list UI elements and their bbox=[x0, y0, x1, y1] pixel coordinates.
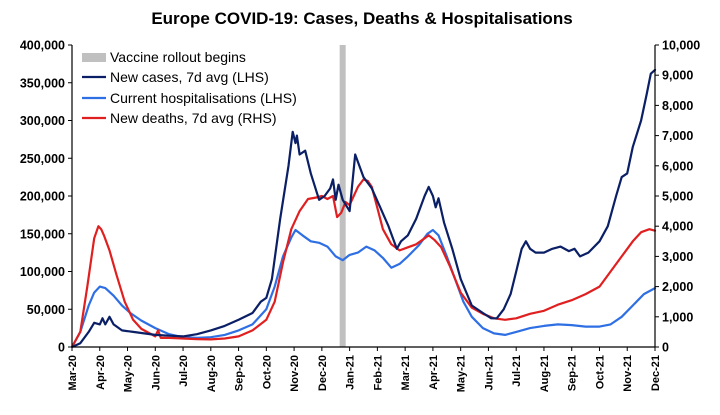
left-axis-tick-label: 400,000 bbox=[20, 39, 65, 53]
right-axis-tick-label: 8,000 bbox=[662, 99, 693, 113]
x-axis-tick-label: Nov-21 bbox=[622, 355, 634, 392]
x-axis-tick-label: Dec-21 bbox=[650, 355, 662, 391]
left-axis-ticks: 0 50,000 100,000 150,000 200,000 250,000 300,0… bbox=[20, 39, 72, 355]
x-axis-tick-label: Aug-20 bbox=[206, 355, 218, 392]
x-axis-tick-label: Jun-21 bbox=[483, 355, 495, 390]
legend-label-hospitalisations: Current hospitalisations (LHS) bbox=[110, 90, 297, 106]
legend-label-deaths: New deaths, 7d avg (RHS) bbox=[110, 110, 277, 126]
left-axis-tick-label: 350,000 bbox=[20, 76, 65, 90]
x-axis-tick-label: Jun-20 bbox=[150, 355, 162, 390]
x-axis-tick-label: Apr-20 bbox=[95, 355, 107, 390]
x-axis-tick-label: Sep-21 bbox=[567, 355, 579, 391]
left-axis-tick-label: 200,000 bbox=[20, 190, 65, 204]
x-axis-tick-label: Apr-21 bbox=[428, 355, 440, 390]
right-axis-tick-label: 5,000 bbox=[662, 190, 693, 204]
series-line-hospitalisations bbox=[70, 228, 657, 349]
left-axis-tick-label: 50,000 bbox=[27, 303, 65, 317]
left-axis-tick-label: 300,000 bbox=[20, 114, 65, 128]
x-axis-tick-label: Jul-20 bbox=[178, 355, 190, 387]
x-axis-tick-label: Aug-21 bbox=[539, 355, 551, 392]
right-axis-tick-label: 3,000 bbox=[662, 250, 693, 264]
x-axis-tick-label: Nov-20 bbox=[289, 355, 301, 392]
x-axis-tick-label: Dec-20 bbox=[317, 355, 329, 391]
legend-swatch-vaccine bbox=[82, 53, 106, 62]
x-axis-tick-label: Sep-20 bbox=[234, 355, 246, 391]
x-axis-tick-label: Jul-21 bbox=[511, 355, 523, 387]
x-axis-ticks: Mar-20 Apr-20 May-20 Jun-20 Jul-20 Aug-20 Sep-… bbox=[67, 347, 662, 392]
right-axis-tick-label: 9,000 bbox=[662, 69, 693, 83]
left-axis-tick-label: 150,000 bbox=[20, 227, 65, 241]
x-axis-tick-label: Oct-21 bbox=[594, 355, 606, 389]
left-axis-tick-label: 100,000 bbox=[20, 265, 65, 279]
right-axis-tick-label: 2,000 bbox=[662, 280, 693, 294]
series-line-new-cases bbox=[70, 68, 657, 349]
legend-label-cases: New cases, 7d avg (LHS) bbox=[110, 69, 269, 85]
right-axis-tick-label: 1,000 bbox=[662, 310, 693, 324]
right-axis-tick-label: 4,000 bbox=[662, 220, 693, 234]
right-axis-tick-label: 0 bbox=[662, 341, 669, 355]
x-axis-tick-label: Mar-21 bbox=[400, 355, 412, 390]
x-axis-tick-label: Feb-21 bbox=[372, 355, 384, 390]
legend-label-vaccine: Vaccine rollout begins bbox=[110, 49, 246, 65]
x-axis-tick-label: Jan-21 bbox=[345, 355, 357, 390]
left-axis-tick-label: 0 bbox=[58, 341, 65, 355]
x-axis-tick-label: Mar-20 bbox=[67, 355, 79, 390]
right-axis-ticks: 0 1,000 2,000 3,000 4,000 5,000 6,000 7,000 8,00… bbox=[655, 39, 700, 355]
series-line-new-deaths bbox=[70, 178, 657, 349]
chart-title: Europe COVID-19: Cases, Deaths & Hospita… bbox=[151, 9, 572, 28]
legend: Vaccine rollout begins New cases, 7d avg… bbox=[82, 49, 297, 126]
right-axis-tick-label: 10,000 bbox=[662, 39, 700, 53]
x-axis-tick-label: May-20 bbox=[123, 355, 135, 392]
right-axis-tick-label: 6,000 bbox=[662, 159, 693, 173]
series-layer bbox=[70, 68, 657, 349]
x-axis-tick-label: May-21 bbox=[456, 355, 468, 392]
x-axis-tick-label: Oct-20 bbox=[261, 355, 273, 389]
left-axis-tick-label: 250,000 bbox=[20, 152, 65, 166]
right-axis-tick-label: 7,000 bbox=[662, 129, 693, 143]
